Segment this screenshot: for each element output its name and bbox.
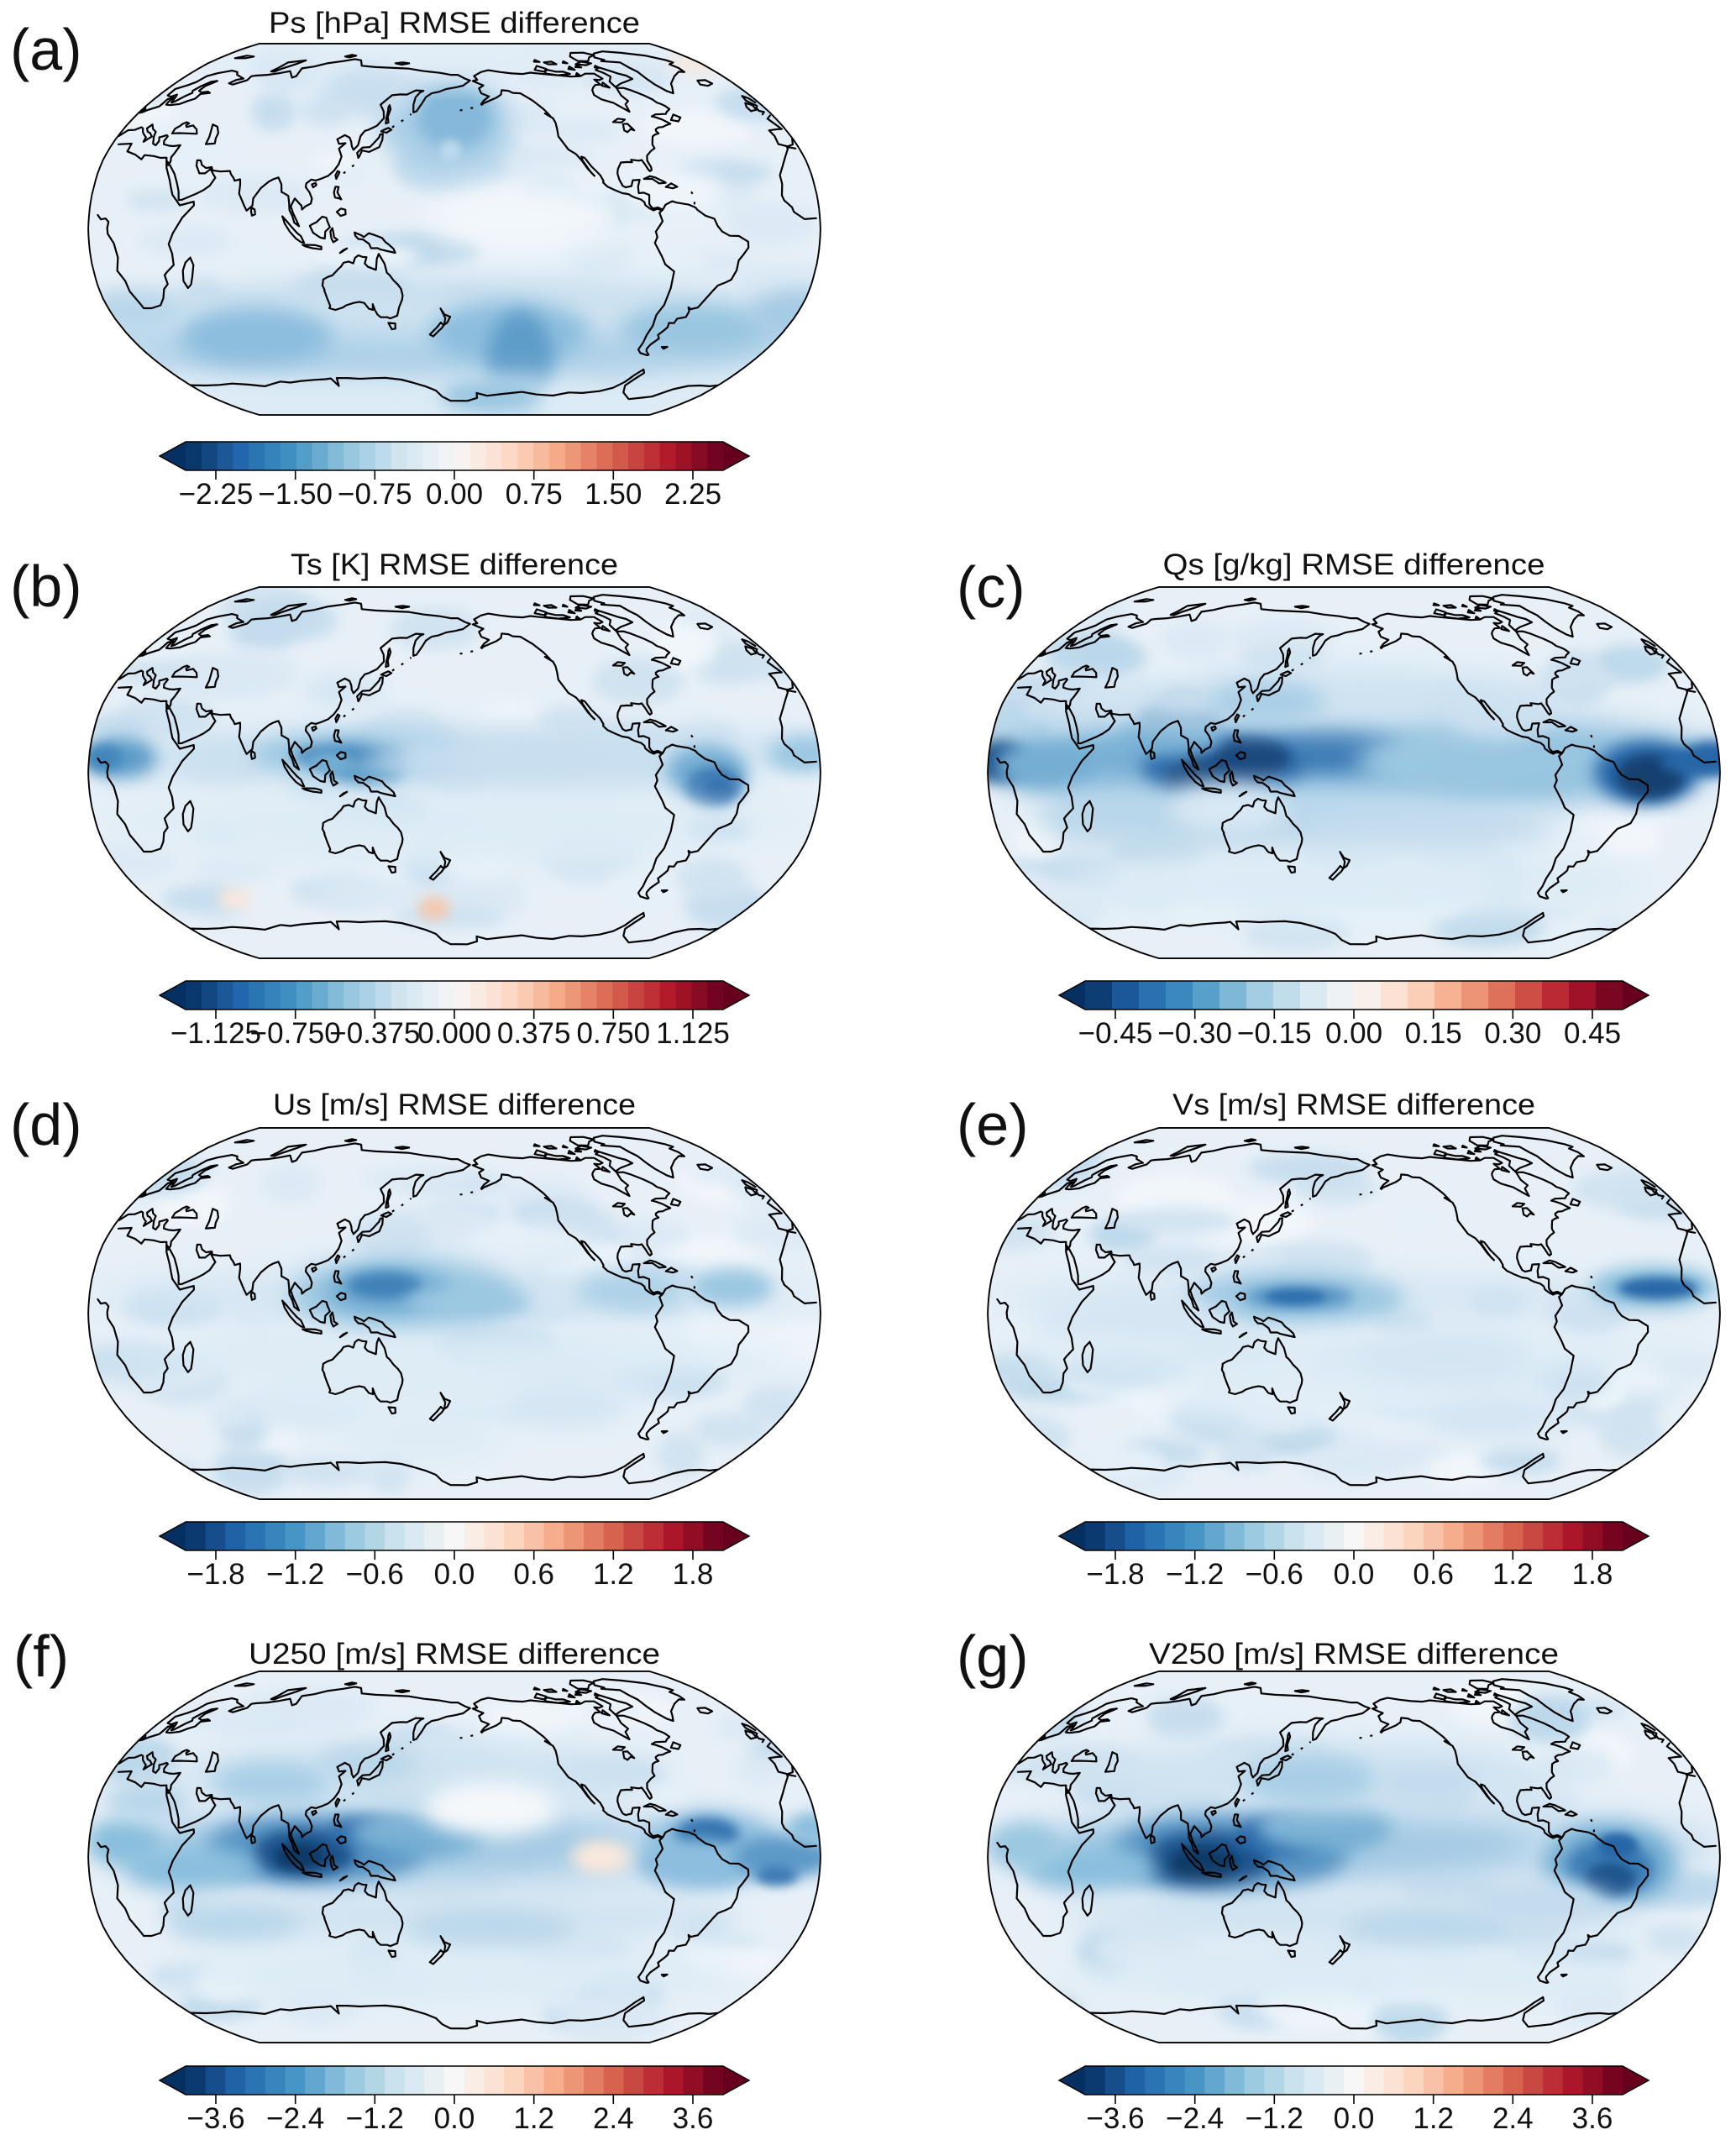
svg-text:−0.375: −0.375	[329, 1017, 420, 1050]
svg-text:0.375: 0.375	[497, 1017, 571, 1050]
svg-text:(e): (e)	[957, 1092, 1029, 1157]
svg-text:−0.30: −0.30	[1157, 1017, 1232, 1050]
svg-text:0.0: 0.0	[434, 2102, 475, 2135]
svg-text:1.2: 1.2	[593, 1558, 634, 1591]
svg-text:0.750: 0.750	[577, 1017, 651, 1050]
svg-text:−3.6: −3.6	[186, 2102, 244, 2135]
svg-text:(d): (d)	[10, 1092, 82, 1157]
svg-text:−0.45: −0.45	[1078, 1017, 1153, 1050]
svg-text:U250 [m/s] RMSE difference: U250 [m/s] RMSE difference	[249, 1638, 660, 1671]
svg-text:−0.750: −0.750	[250, 1017, 341, 1050]
svg-text:−0.6: −0.6	[1246, 1558, 1303, 1591]
svg-text:1.2: 1.2	[513, 2102, 554, 2135]
svg-text:1.2: 1.2	[1413, 2102, 1454, 2135]
svg-text:1.50: 1.50	[585, 478, 642, 511]
svg-text:(f): (f)	[13, 1623, 69, 1689]
svg-text:Ps [hPa] RMSE difference: Ps [hPa] RMSE difference	[269, 7, 640, 39]
svg-text:Vs [m/s] RMSE difference: Vs [m/s] RMSE difference	[1172, 1088, 1535, 1121]
svg-text:0.6: 0.6	[1413, 1558, 1454, 1591]
svg-text:−1.2: −1.2	[1246, 2102, 1303, 2135]
svg-text:1.125: 1.125	[656, 1017, 730, 1050]
svg-text:1.8: 1.8	[1572, 1558, 1613, 1591]
svg-text:V250 [m/s] RMSE difference: V250 [m/s] RMSE difference	[1149, 1638, 1559, 1671]
svg-text:−0.6: −0.6	[346, 1558, 404, 1591]
svg-text:2.4: 2.4	[1492, 2102, 1534, 2135]
svg-text:0.0: 0.0	[1334, 2102, 1375, 2135]
svg-text:−3.6: −3.6	[1086, 2102, 1144, 2135]
svg-text:Ts [K] RMSE difference: Ts [K] RMSE difference	[291, 548, 618, 581]
svg-text:0.30: 0.30	[1484, 1017, 1541, 1050]
svg-text:1.8: 1.8	[673, 1558, 714, 1591]
svg-text:−1.2: −1.2	[346, 2102, 404, 2135]
svg-text:(b): (b)	[10, 553, 82, 619]
svg-text:−1.8: −1.8	[1086, 1558, 1144, 1591]
svg-text:−1.2: −1.2	[266, 1558, 324, 1591]
svg-text:(c): (c)	[957, 554, 1025, 620]
svg-text:−1.8: −1.8	[186, 1558, 244, 1591]
svg-text:1.2: 1.2	[1492, 1558, 1534, 1591]
svg-text:2.25: 2.25	[664, 478, 721, 511]
svg-text:0.6: 0.6	[513, 1558, 554, 1591]
svg-text:−1.125: −1.125	[170, 1017, 261, 1050]
svg-text:0.00: 0.00	[1325, 1017, 1382, 1050]
svg-text:−0.15: −0.15	[1237, 1017, 1312, 1050]
svg-text:0.0: 0.0	[1334, 1558, 1375, 1591]
svg-text:0.000: 0.000	[417, 1017, 491, 1050]
svg-text:−2.4: −2.4	[1166, 2102, 1224, 2135]
svg-text:Us [m/s] RMSE difference: Us [m/s] RMSE difference	[273, 1088, 636, 1121]
svg-text:0.45: 0.45	[1564, 1017, 1621, 1050]
svg-text:−1.50: −1.50	[258, 478, 333, 511]
svg-text:3.6: 3.6	[1572, 2102, 1613, 2135]
svg-text:(g): (g)	[957, 1623, 1029, 1689]
svg-text:0.15: 0.15	[1405, 1017, 1462, 1050]
svg-text:−2.4: −2.4	[266, 2102, 324, 2135]
svg-text:−0.75: −0.75	[338, 478, 412, 511]
svg-text:(a): (a)	[10, 17, 82, 82]
svg-text:0.0: 0.0	[434, 1558, 475, 1591]
svg-text:0.00: 0.00	[426, 478, 483, 511]
svg-text:3.6: 3.6	[673, 2102, 714, 2135]
svg-text:0.75: 0.75	[506, 478, 563, 511]
svg-text:−1.2: −1.2	[1166, 1558, 1224, 1591]
svg-text:Qs [g/kg] RMSE difference: Qs [g/kg] RMSE difference	[1163, 548, 1545, 581]
svg-text:2.4: 2.4	[593, 2102, 634, 2135]
svg-text:−2.25: −2.25	[179, 478, 254, 511]
